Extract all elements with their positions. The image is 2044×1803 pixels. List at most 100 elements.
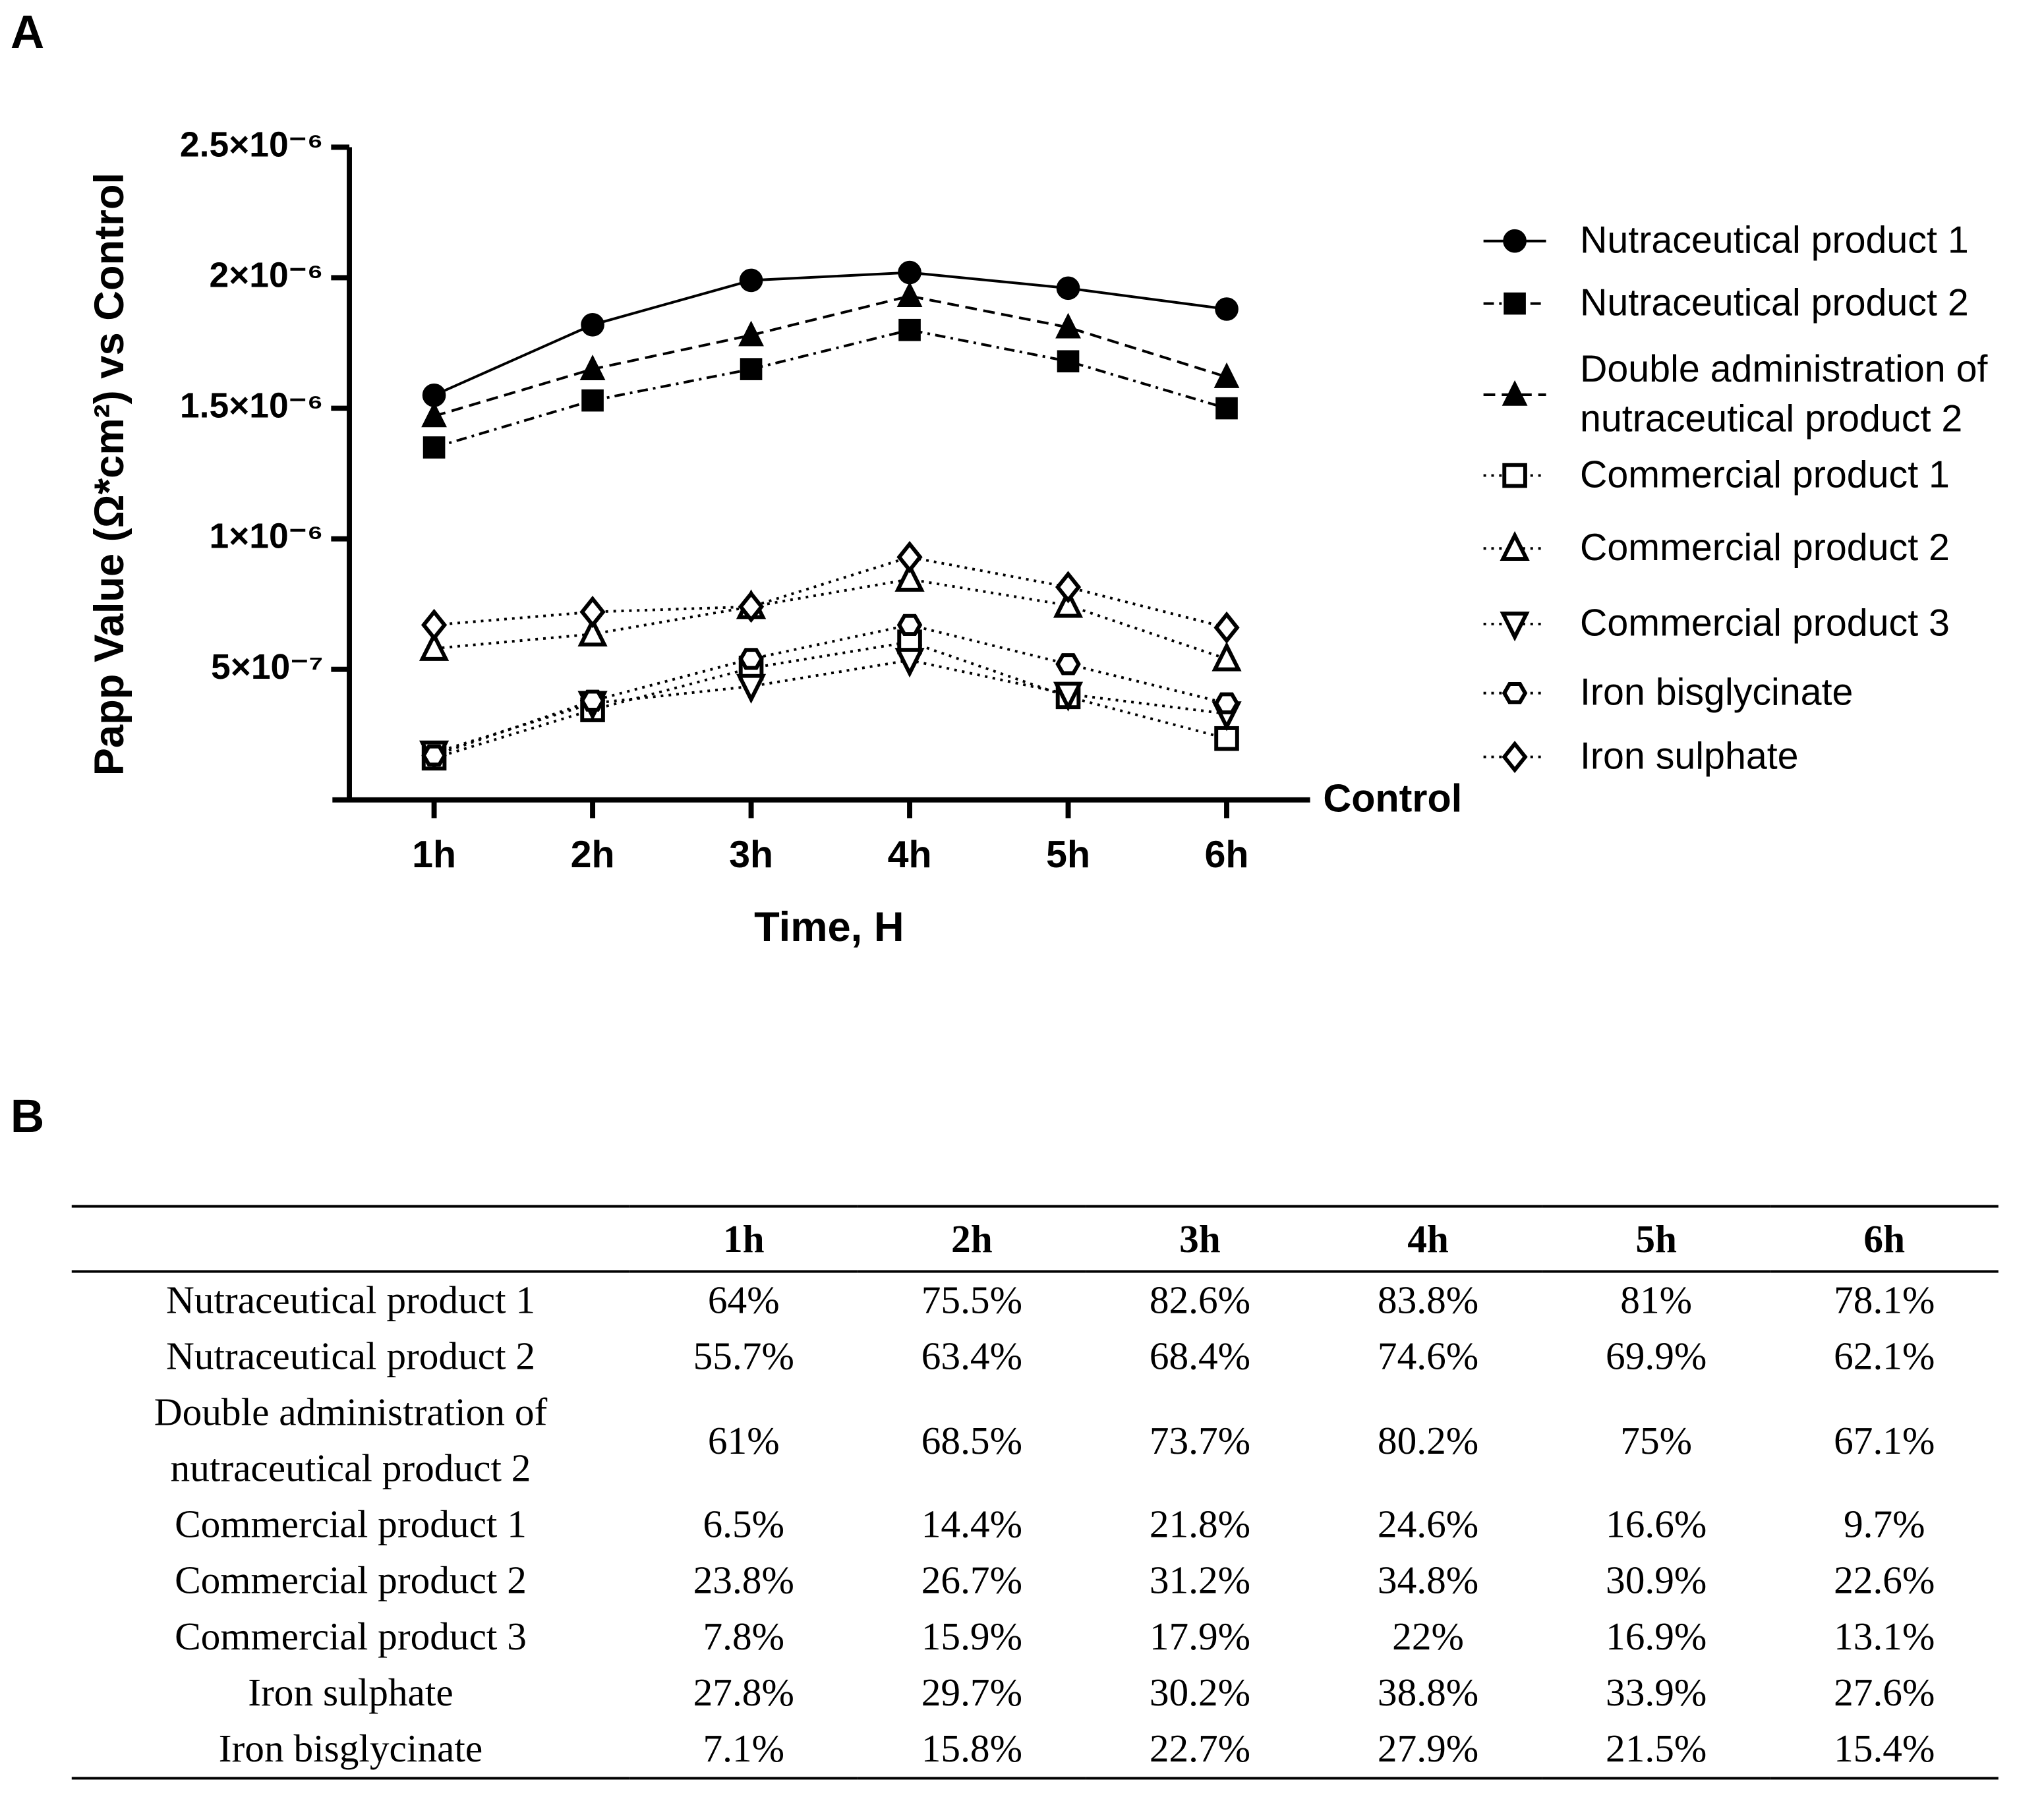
- data-point: [579, 689, 606, 712]
- legend-marker: [1500, 530, 1530, 561]
- column-header: 2h: [858, 1206, 1086, 1273]
- table-cell: 78.1%: [1834, 1279, 1935, 1323]
- table-cell: 22.6%: [1834, 1559, 1935, 1603]
- table-cell: 15.4%: [1834, 1727, 1935, 1771]
- y-tick-label: 5×10⁻⁷: [211, 648, 323, 687]
- series-line: [433, 623, 1227, 757]
- table-cell: 13.1%: [1834, 1615, 1935, 1659]
- column-header: 3h: [1086, 1206, 1314, 1273]
- legend-label: Nutraceutical product 1: [1579, 220, 1969, 262]
- table-cell: 7.1%: [703, 1727, 785, 1771]
- data-point: [581, 389, 604, 412]
- y-tick-label: 1×10⁻⁶: [209, 517, 323, 556]
- data-point: [739, 268, 763, 293]
- data-point: [1057, 350, 1080, 373]
- data-point: [896, 281, 923, 308]
- series-line: [434, 328, 1227, 449]
- data-point: [740, 358, 763, 380]
- legend-marker: [1504, 292, 1526, 315]
- column-header: 6h: [1770, 1206, 1999, 1273]
- y-tick-label: 2.5×10⁻⁶: [180, 125, 324, 164]
- data-point: [1053, 588, 1084, 618]
- table-cell: 27.6%: [1834, 1671, 1935, 1715]
- data-point: [1055, 653, 1081, 675]
- data-point: [1212, 641, 1242, 672]
- row-label: Commercial product 1: [175, 1503, 527, 1547]
- legend-label: Nutraceutical product 2: [1579, 282, 1969, 325]
- legend-label: Commercial product 1: [1579, 454, 1950, 497]
- table-row: Commercial product 1 6.5% 14.4% 21.8% 24.6% 1…: [72, 1497, 1999, 1553]
- table-cell: 33.9%: [1606, 1671, 1707, 1715]
- table-cell: 14.4%: [921, 1503, 1023, 1547]
- data-point: [421, 401, 447, 428]
- table-cell: 75%: [1620, 1419, 1693, 1463]
- legend-label: Iron bisglycinate: [1579, 672, 1854, 714]
- data-point: [581, 312, 604, 337]
- table-cell: 68.4%: [1149, 1335, 1251, 1379]
- data-point: [738, 590, 765, 623]
- x-tick-label: 6h: [1205, 834, 1249, 876]
- table-cell: 63.4%: [921, 1335, 1023, 1379]
- table-cell: 22.7%: [1149, 1727, 1251, 1771]
- data-point: [421, 744, 447, 767]
- data-table: 1h 2h 3h 4h 5h 6h Nutraceutical product 1 64% 7…: [71, 1205, 1999, 1780]
- table-cell: 55.7%: [693, 1335, 794, 1379]
- table-cell: 16.9%: [1606, 1615, 1707, 1659]
- x-tick-label: 4h: [888, 834, 932, 876]
- data-point: [1214, 726, 1239, 751]
- data-point: [419, 631, 450, 661]
- table-cell: 75.5%: [921, 1279, 1023, 1323]
- data-point: [423, 436, 446, 459]
- row-label: Iron bisglycinate: [218, 1727, 483, 1771]
- legend-marker: [1502, 463, 1527, 488]
- legend-marker: [1502, 380, 1528, 406]
- data-point: [738, 648, 764, 670]
- legend-marker: [1503, 229, 1527, 253]
- row-label: Iron sulphate: [248, 1671, 453, 1715]
- table-cell: 26.7%: [921, 1559, 1023, 1603]
- y-axis-title: Papp Value (Ω*cm²) vs Control: [86, 173, 132, 776]
- table-cell: 62.1%: [1834, 1335, 1935, 1379]
- legend-marker: [1502, 741, 1528, 774]
- baseline-label: Control: [1323, 776, 1462, 820]
- data-point: [1055, 571, 1082, 604]
- data-point: [896, 540, 923, 573]
- data-point: [1213, 362, 1240, 388]
- panel-label: A: [10, 5, 45, 59]
- table-cell: 81%: [1620, 1279, 1693, 1323]
- column-header: 1h: [629, 1206, 858, 1273]
- table-cell: 17.9%: [1149, 1615, 1251, 1659]
- row-label: Commercial product 3: [175, 1615, 527, 1659]
- series-line: [433, 658, 1227, 755]
- corner-cell: [71, 1206, 630, 1273]
- x-tick-label: 3h: [729, 834, 773, 876]
- table-cell: 38.8%: [1377, 1671, 1479, 1715]
- table-cell: 74.6%: [1377, 1335, 1479, 1379]
- table-cell: 73.7%: [1149, 1419, 1251, 1463]
- table-row: Iron bisglycinate 7.1% 15.8% 22.7% 27.9% 21.5…: [72, 1721, 1999, 1778]
- legend-label: Iron sulphate: [1579, 735, 1799, 778]
- table-cell: 80.2%: [1377, 1419, 1479, 1463]
- table-cell: 67.1%: [1834, 1419, 1935, 1463]
- data-point: [421, 608, 448, 641]
- data-point: [738, 320, 764, 347]
- table-cell: 21.8%: [1149, 1503, 1251, 1547]
- table-cell: 29.7%: [921, 1671, 1023, 1715]
- legend-label: Commercial product 3: [1579, 603, 1950, 645]
- table-row: Commercial product 2 23.8% 26.7% 31.2% 34.8%…: [72, 1553, 1999, 1609]
- table-cell: 30.9%: [1606, 1559, 1707, 1603]
- table-cell: 82.6%: [1149, 1279, 1251, 1323]
- series-line: [434, 556, 1227, 629]
- series-line: [434, 295, 1227, 418]
- x-tick-label: 1h: [412, 834, 456, 876]
- legend-label: Double administration of nutraceutical p…: [1579, 349, 1988, 441]
- data-point: [579, 596, 606, 629]
- data-point: [896, 614, 923, 637]
- y-tick-label: 2×10⁻⁶: [209, 256, 323, 295]
- legend-marker: [1500, 612, 1530, 642]
- table-cell: 34.8%: [1377, 1559, 1479, 1603]
- table-cell: 9.7%: [1843, 1503, 1925, 1547]
- table-cell: 64%: [707, 1279, 780, 1323]
- table-cell: 61%: [707, 1419, 780, 1463]
